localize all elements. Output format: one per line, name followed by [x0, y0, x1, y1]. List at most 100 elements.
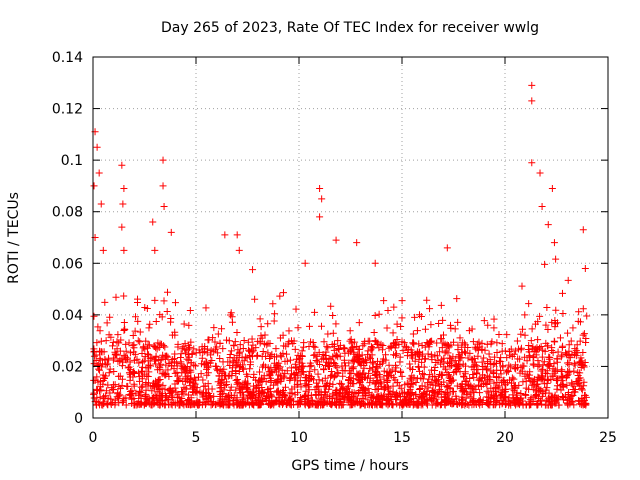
data-point	[536, 169, 544, 177]
data-point	[320, 338, 328, 346]
data-point	[137, 367, 145, 375]
data-point	[416, 393, 424, 401]
data-point	[513, 389, 521, 397]
data-point	[511, 401, 519, 409]
data-point	[185, 321, 193, 329]
data-point	[203, 345, 211, 353]
data-point	[294, 324, 302, 332]
data-point	[517, 344, 525, 352]
data-point	[221, 231, 229, 239]
data-point	[278, 366, 286, 374]
data-point	[384, 307, 392, 315]
data-point	[403, 352, 411, 360]
data-point	[145, 351, 153, 359]
data-point	[165, 386, 173, 394]
data-point	[224, 372, 232, 380]
data-point	[398, 314, 406, 322]
data-point	[145, 341, 153, 349]
data-point	[571, 385, 579, 393]
data-point	[270, 381, 278, 389]
data-point	[301, 380, 309, 388]
data-point	[384, 372, 392, 380]
data-point	[254, 401, 262, 409]
data-point	[427, 321, 435, 329]
data-point	[371, 259, 379, 267]
data-point	[259, 348, 267, 356]
data-point	[244, 346, 252, 354]
data-point	[148, 387, 156, 395]
data-point	[357, 397, 365, 405]
data-point	[545, 389, 553, 397]
data-point	[348, 392, 356, 400]
data-point	[115, 399, 123, 407]
data-point	[477, 377, 485, 385]
data-point	[522, 391, 530, 399]
data-point	[219, 345, 227, 353]
data-point	[405, 380, 413, 388]
data-point	[173, 359, 181, 367]
data-point	[576, 358, 584, 366]
data-point	[345, 377, 353, 385]
data-point	[499, 362, 507, 370]
data-point	[164, 288, 172, 296]
data-point	[487, 360, 495, 368]
data-point	[361, 401, 369, 409]
data-point	[550, 360, 558, 368]
data-point	[208, 385, 216, 393]
data-point	[426, 305, 434, 313]
data-point	[550, 337, 558, 345]
data-point	[266, 397, 274, 405]
data-point	[496, 358, 504, 366]
data-point	[97, 337, 105, 345]
data-point	[437, 301, 445, 309]
data-point	[366, 374, 374, 382]
data-point	[286, 356, 294, 364]
data-point	[124, 364, 132, 372]
data-point	[207, 346, 215, 354]
data-point	[533, 401, 541, 409]
data-point	[542, 369, 550, 377]
data-point	[223, 378, 231, 386]
data-point	[174, 394, 182, 402]
y-axis-label: ROTI / TECUs	[6, 192, 22, 284]
data-point	[509, 391, 517, 399]
data-point	[146, 355, 154, 363]
data-point	[130, 380, 138, 388]
data-point	[428, 394, 436, 402]
data-point	[458, 393, 466, 401]
data-point	[224, 393, 232, 401]
data-point	[540, 358, 548, 366]
data-point	[138, 375, 146, 383]
data-point	[495, 374, 503, 382]
data-point	[320, 383, 328, 391]
data-point	[490, 324, 498, 332]
data-point	[413, 375, 421, 383]
data-point	[259, 363, 267, 371]
data-point	[487, 367, 495, 375]
data-point	[558, 377, 566, 385]
data-point	[291, 345, 299, 353]
data-point	[160, 297, 168, 305]
data-point	[115, 382, 123, 390]
data-point	[286, 376, 294, 384]
data-point	[268, 369, 276, 377]
data-point	[121, 356, 129, 364]
data-point	[508, 374, 516, 382]
data-point	[340, 344, 348, 352]
data-point	[389, 382, 397, 390]
data-point	[445, 343, 453, 351]
data-point	[93, 339, 101, 347]
data-point	[514, 396, 522, 404]
data-point	[410, 395, 418, 403]
data-point	[350, 350, 358, 358]
data-point	[236, 348, 244, 356]
data-point	[316, 185, 324, 193]
data-point	[156, 311, 164, 319]
data-point	[104, 381, 112, 389]
data-point	[406, 374, 414, 382]
data-point	[565, 341, 573, 349]
data-point	[481, 379, 489, 387]
data-point	[413, 400, 421, 408]
data-point	[259, 388, 267, 396]
